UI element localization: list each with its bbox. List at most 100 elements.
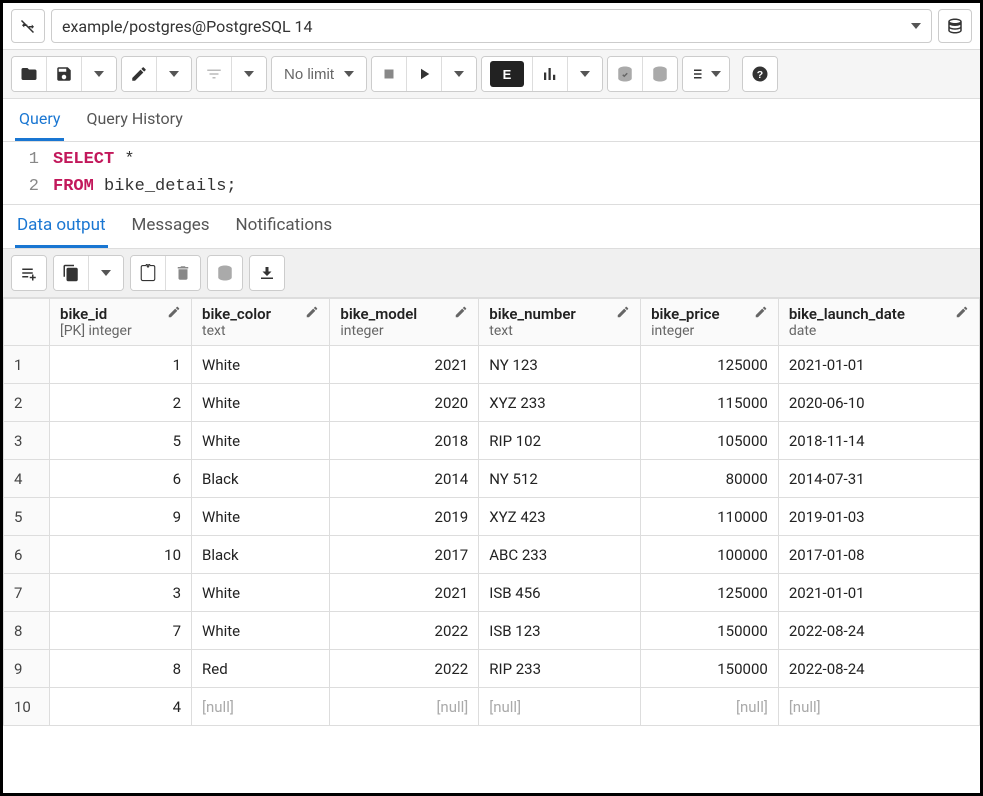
execute-button[interactable]: [407, 57, 442, 91]
cell[interactable]: 2019: [330, 498, 479, 536]
cell[interactable]: 2022: [330, 612, 479, 650]
explain-button[interactable]: E: [482, 57, 533, 91]
table-row[interactable]: 22White2020XYZ 2331150002020-06-10: [4, 384, 980, 422]
cell[interactable]: White: [192, 574, 330, 612]
save-button[interactable]: [47, 57, 82, 91]
pencil-icon[interactable]: [955, 305, 969, 323]
table-row[interactable]: 11White2021NY 1231250002021-01-01: [4, 346, 980, 384]
cell[interactable]: 115000: [641, 384, 779, 422]
table-row[interactable]: 59White2019XYZ 4231100002019-01-03: [4, 498, 980, 536]
column-header[interactable]: bike_price integer: [641, 299, 779, 346]
pencil-icon[interactable]: [454, 305, 468, 323]
cell[interactable]: RIP 233: [479, 650, 641, 688]
cell[interactable]: 150000: [641, 612, 779, 650]
cell[interactable]: ISB 456: [479, 574, 641, 612]
tab-data-output[interactable]: Data output: [15, 205, 108, 248]
column-header[interactable]: bike_id [PK] integer: [50, 299, 192, 346]
cell[interactable]: 125000: [641, 574, 779, 612]
pencil-icon[interactable]: [305, 305, 319, 323]
sql-editor[interactable]: 1 2 SELECT * FROM bike_details;: [3, 142, 980, 205]
cell[interactable]: 2021: [330, 574, 479, 612]
table-row[interactable]: 610Black2017ABC 2331000002017-01-08: [4, 536, 980, 574]
pencil-icon[interactable]: [167, 305, 181, 323]
explain-dropdown[interactable]: [568, 57, 602, 91]
cell[interactable]: ABC 233: [479, 536, 641, 574]
cell[interactable]: 2022-08-24: [778, 612, 979, 650]
cell[interactable]: 1: [50, 346, 192, 384]
table-row[interactable]: 104[null][null][null][null][null]: [4, 688, 980, 726]
add-row-button[interactable]: [12, 256, 46, 290]
cell[interactable]: NY 512: [479, 460, 641, 498]
stop-button[interactable]: [372, 57, 407, 91]
disconnect-icon[interactable]: [11, 9, 45, 43]
save-dropdown[interactable]: [82, 57, 116, 91]
cell[interactable]: White: [192, 422, 330, 460]
column-header[interactable]: bike_color text: [192, 299, 330, 346]
cell[interactable]: White: [192, 498, 330, 536]
cell[interactable]: 150000: [641, 650, 779, 688]
cell[interactable]: 80000: [641, 460, 779, 498]
cell[interactable]: 7: [50, 612, 192, 650]
table-row[interactable]: 98Red2022RIP 2331500002022-08-24: [4, 650, 980, 688]
pencil-icon[interactable]: [754, 305, 768, 323]
cell[interactable]: [null]: [641, 688, 779, 726]
cell[interactable]: 2021-01-01: [778, 346, 979, 384]
cell[interactable]: 2014: [330, 460, 479, 498]
cell[interactable]: NY 123: [479, 346, 641, 384]
cell[interactable]: 100000: [641, 536, 779, 574]
cell[interactable]: ISB 123: [479, 612, 641, 650]
cell[interactable]: 2014-07-31: [778, 460, 979, 498]
cell[interactable]: 5: [50, 422, 192, 460]
cell[interactable]: 2022: [330, 650, 479, 688]
tab-query[interactable]: Query: [15, 99, 64, 141]
cell[interactable]: 2020: [330, 384, 479, 422]
cell[interactable]: 8: [50, 650, 192, 688]
cell[interactable]: 125000: [641, 346, 779, 384]
cell[interactable]: 2: [50, 384, 192, 422]
execute-dropdown[interactable]: [442, 57, 476, 91]
cell[interactable]: 2017: [330, 536, 479, 574]
cell[interactable]: White: [192, 346, 330, 384]
tab-notifications[interactable]: Notifications: [234, 205, 335, 248]
cell[interactable]: Black: [192, 460, 330, 498]
paste-button[interactable]: [131, 256, 166, 290]
pencil-icon[interactable]: [616, 305, 630, 323]
column-header[interactable]: bike_launch_date date: [778, 299, 979, 346]
cell[interactable]: 2020-06-10: [778, 384, 979, 422]
copy-dropdown[interactable]: [89, 256, 123, 290]
cell[interactable]: 9: [50, 498, 192, 536]
cell[interactable]: XYZ 233: [479, 384, 641, 422]
rollback-button[interactable]: [643, 57, 677, 91]
cell[interactable]: RIP 102: [479, 422, 641, 460]
cell[interactable]: 2019-01-03: [778, 498, 979, 536]
table-row[interactable]: 46Black2014NY 512800002014-07-31: [4, 460, 980, 498]
table-row[interactable]: 35White2018RIP 1021050002018-11-14: [4, 422, 980, 460]
edit-button[interactable]: [122, 57, 157, 91]
cell[interactable]: XYZ 423: [479, 498, 641, 536]
cell[interactable]: 2018-11-14: [778, 422, 979, 460]
tab-query-history[interactable]: Query History: [82, 99, 186, 141]
cell[interactable]: 2022-08-24: [778, 650, 979, 688]
open-file-button[interactable]: [12, 57, 47, 91]
cell[interactable]: 110000: [641, 498, 779, 536]
download-button[interactable]: [250, 256, 284, 290]
help-button[interactable]: ?: [743, 57, 777, 91]
save-data-button[interactable]: [208, 256, 242, 290]
cell[interactable]: 3: [50, 574, 192, 612]
table-row[interactable]: 87White2022ISB 1231500002022-08-24: [4, 612, 980, 650]
cell[interactable]: 2021-01-01: [778, 574, 979, 612]
delete-button[interactable]: [166, 256, 200, 290]
column-header[interactable]: bike_model integer: [330, 299, 479, 346]
cell[interactable]: 2021: [330, 346, 479, 384]
cell[interactable]: 6: [50, 460, 192, 498]
commit-button[interactable]: [608, 57, 643, 91]
edit-dropdown[interactable]: [157, 57, 191, 91]
connection-select[interactable]: example/postgres@PostgreSQL 14: [51, 9, 932, 43]
cell[interactable]: [null]: [330, 688, 479, 726]
cell[interactable]: White: [192, 384, 330, 422]
filter-dropdown[interactable]: [232, 57, 266, 91]
column-header[interactable]: bike_number text: [479, 299, 641, 346]
cell[interactable]: White: [192, 612, 330, 650]
cell[interactable]: 10: [50, 536, 192, 574]
macros-button[interactable]: [683, 57, 729, 91]
